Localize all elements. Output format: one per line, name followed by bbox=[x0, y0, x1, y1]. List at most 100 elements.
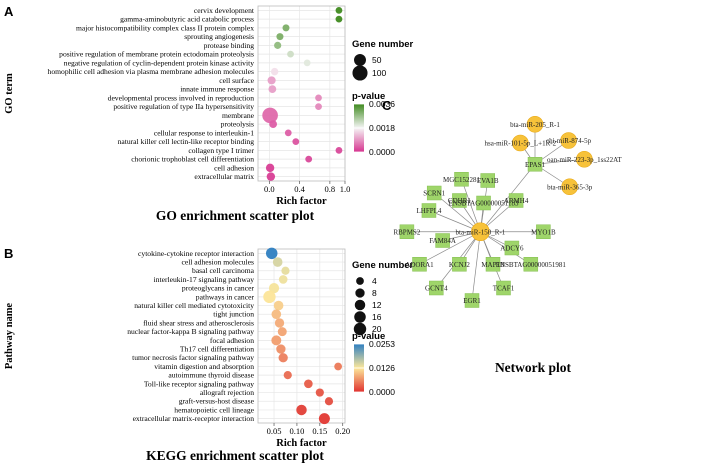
gene-node bbox=[476, 195, 491, 211]
node-label: KCNJ2 bbox=[449, 261, 471, 269]
x-tick-label: 0.15 bbox=[312, 426, 327, 436]
term-label: allograft rejection bbox=[200, 388, 254, 397]
panel-letter-a: A bbox=[4, 4, 14, 19]
node-label: EPAS1 bbox=[525, 161, 545, 169]
node-label: FAM84A bbox=[429, 237, 456, 245]
data-point bbox=[270, 67, 279, 76]
color-legend-label: 0.0126 bbox=[369, 363, 395, 373]
data-point bbox=[335, 6, 343, 14]
size-legend-label: 16 bbox=[372, 312, 382, 322]
data-point bbox=[278, 275, 288, 284]
mirna-node bbox=[511, 134, 529, 152]
gene-node bbox=[452, 193, 467, 208]
data-point bbox=[287, 50, 294, 58]
size-legend-label: 100 bbox=[372, 68, 386, 78]
term-label: extracellular matrix bbox=[194, 172, 254, 181]
term-label: cellular response to interleukin-1 bbox=[154, 128, 254, 137]
gene-node bbox=[452, 257, 467, 272]
data-point bbox=[272, 257, 283, 267]
node-label: TCAF1 bbox=[493, 285, 515, 293]
node-label: SCRN1 bbox=[423, 190, 445, 198]
gene-node bbox=[480, 173, 495, 188]
size-legend-label: 12 bbox=[372, 300, 382, 310]
color-legend-label: 0.0018 bbox=[369, 123, 395, 133]
node-label: bta-miR-365-3p bbox=[547, 183, 593, 191]
kegg-pathway-labels: cytokine-cytokine receptor interactionce… bbox=[127, 249, 254, 423]
gene-node bbox=[527, 157, 543, 172]
network-edge bbox=[480, 164, 536, 232]
term-label: cell adhesion molecules bbox=[181, 257, 254, 266]
term-label: cervix development bbox=[194, 6, 255, 15]
network-nodes: bta-miR-150_R-1 EPAS1 bta-miR-205_R-1 hsa-m… bbox=[393, 115, 622, 308]
term-label: positive regulation of type IIa hypersen… bbox=[113, 102, 254, 111]
gene-node bbox=[412, 257, 427, 272]
term-label: fluid shear stress and atherosclerosis bbox=[143, 318, 254, 327]
gene-node bbox=[464, 293, 480, 308]
node-label: oan-miR-223-3p_1ss22AT bbox=[547, 156, 622, 164]
x-tick-label: 0.20 bbox=[335, 426, 350, 436]
data-point bbox=[335, 146, 343, 154]
kegg-y-axis-label: Pathway name bbox=[4, 303, 15, 370]
size-legend-dot bbox=[354, 311, 366, 323]
go-grid bbox=[258, 6, 346, 181]
node-label: RBPMS2 bbox=[393, 228, 420, 236]
data-point bbox=[335, 15, 343, 23]
color-legend-title: p-value bbox=[352, 91, 385, 102]
data-point bbox=[283, 371, 292, 380]
node-label: ARMH4 bbox=[504, 197, 529, 205]
gene-node bbox=[454, 172, 469, 187]
node-label: bta-miR-205_R-1 bbox=[510, 121, 560, 129]
size-legend-title: Gene number bbox=[352, 39, 414, 50]
term-label: tight junction bbox=[213, 310, 254, 319]
term-label: gamma-aminobutyric acid catabolic proces… bbox=[120, 15, 254, 24]
gene-node bbox=[504, 240, 520, 256]
go-chart-title: GO enrichment scatter plot bbox=[156, 208, 315, 223]
term-label: natural killer cell lectin-like receptor… bbox=[118, 137, 255, 146]
mirna-node bbox=[526, 115, 544, 133]
kegg-scatter-plot: cytokine-cytokine receptor interactionce… bbox=[4, 247, 414, 463]
term-label: developmental process involved in reprod… bbox=[108, 93, 255, 102]
go-points bbox=[262, 6, 343, 181]
size-legend-dot bbox=[356, 277, 364, 285]
go-x-axis-label: Rich factor bbox=[276, 196, 327, 207]
node-label: hsa-miR-101-5p_L+1R-2 bbox=[484, 140, 556, 148]
panel-letter-c: C bbox=[382, 98, 392, 113]
term-label: pathways in cancer bbox=[196, 292, 255, 301]
node-label: ENSBTAG00000051183 bbox=[449, 200, 519, 208]
node-label: ENSBTAG00000051981 bbox=[496, 261, 567, 269]
data-point bbox=[269, 120, 278, 129]
gene-node bbox=[508, 193, 524, 208]
data-point bbox=[282, 24, 290, 32]
color-legend-label: 0.0000 bbox=[369, 387, 395, 397]
color-legend-title: p-value bbox=[352, 331, 385, 342]
term-label: Toll-like receptor signaling pathway bbox=[144, 379, 254, 388]
x-tick-label: 0.10 bbox=[289, 426, 304, 436]
term-label: autoimmune thyroid disease bbox=[168, 371, 254, 380]
term-label: positive regulation of membrane protein … bbox=[59, 50, 254, 59]
term-label: tumor necrosis factor signaling pathway bbox=[132, 353, 254, 362]
size-legend-label: 50 bbox=[372, 55, 382, 65]
kegg-plot-frame bbox=[257, 248, 346, 424]
gene-node bbox=[399, 224, 415, 239]
kegg-chart-title: KEGG enrichment scatter plot bbox=[146, 448, 324, 463]
data-point bbox=[271, 309, 282, 320]
node-label: EGR1 bbox=[463, 297, 481, 305]
term-label: innate immune response bbox=[180, 85, 254, 94]
kegg-x-axis-label: Rich factor bbox=[276, 438, 327, 449]
data-point bbox=[315, 388, 324, 397]
x-tick-label: 0.0 bbox=[264, 184, 275, 194]
node-label: EVA1B bbox=[477, 177, 499, 185]
term-label: basal cell carcinoma bbox=[192, 266, 255, 275]
kegg-points bbox=[263, 247, 343, 425]
node-label: MAP1B bbox=[481, 261, 505, 269]
data-point bbox=[292, 138, 300, 146]
node-label: chi-miR-874-5p bbox=[546, 137, 592, 145]
x-tick-label: 1.0 bbox=[340, 184, 351, 194]
go-plot-frame bbox=[257, 5, 346, 182]
size-legend-dot bbox=[354, 299, 366, 311]
network-plot: bta-miR-150_R-1 EPAS1 bta-miR-205_R-1 hsa-m… bbox=[393, 115, 622, 375]
gene-node bbox=[426, 185, 442, 201]
